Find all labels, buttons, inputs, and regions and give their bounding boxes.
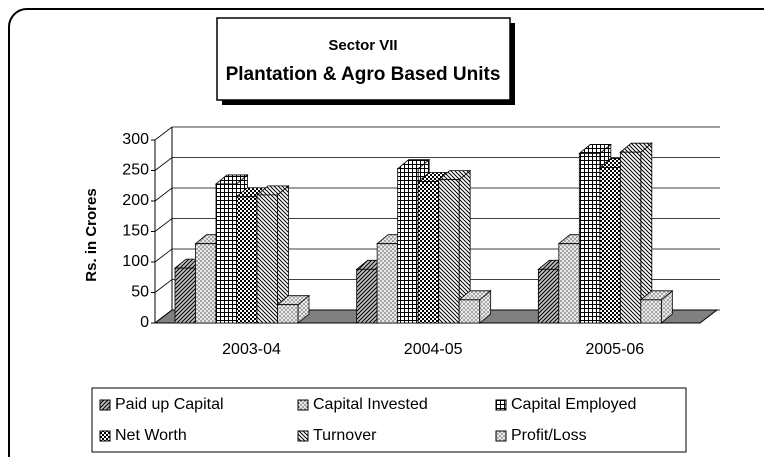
bar xyxy=(437,169,472,324)
bar-front xyxy=(397,168,419,324)
y-tick-label: 250 xyxy=(122,162,149,179)
bar-front xyxy=(599,167,621,324)
legend-label: Turnover xyxy=(313,427,377,444)
legend-swatch xyxy=(297,399,309,411)
bar-front xyxy=(417,181,440,324)
bar-front xyxy=(558,243,580,324)
legend-label: Paid up Capital xyxy=(115,396,224,413)
y-tick-label: 0 xyxy=(140,314,149,331)
x-tick-label: 2004-05 xyxy=(404,341,463,358)
legend-box xyxy=(91,387,687,453)
legend-swatch xyxy=(99,399,111,411)
legend-swatch xyxy=(99,430,111,442)
bar-front xyxy=(376,243,399,324)
legend-swatch xyxy=(495,430,507,442)
legend-label: Capital Employed xyxy=(511,396,636,413)
y-tick-label: 200 xyxy=(122,192,149,209)
y-tick-label: 100 xyxy=(122,253,149,270)
y-tick-label: 150 xyxy=(122,223,149,240)
title-box xyxy=(216,17,511,101)
bar-front xyxy=(619,151,642,324)
bar-front xyxy=(578,153,601,324)
bar-front xyxy=(438,179,460,324)
chart-title: Sector VII xyxy=(328,37,397,54)
y-tick-label: 300 xyxy=(122,131,149,148)
legend-label: Net Worth xyxy=(115,427,187,444)
bar xyxy=(276,294,311,324)
chart-subtitle: Plantation & Agro Based Units xyxy=(226,64,501,85)
x-tick-label: 2005-06 xyxy=(585,341,644,358)
bar-front xyxy=(215,183,237,324)
legend-swatch xyxy=(495,399,507,411)
y-tick-label: 50 xyxy=(131,284,149,301)
bar xyxy=(619,142,653,324)
legend-label: Capital Invested xyxy=(313,396,428,413)
bar xyxy=(255,185,290,324)
bar-front xyxy=(236,196,258,324)
bar-front xyxy=(640,299,662,324)
bar-front xyxy=(537,268,560,324)
bar-front xyxy=(256,194,278,324)
legend-swatch xyxy=(297,430,309,442)
x-tick-label: 2003-04 xyxy=(222,341,281,358)
frame xyxy=(8,8,764,462)
legend-label: Profit/Loss xyxy=(511,427,587,444)
bar xyxy=(458,289,492,324)
bar-front xyxy=(195,243,217,324)
bar-front xyxy=(174,267,196,324)
bar xyxy=(639,289,674,324)
bar-front xyxy=(458,299,481,324)
bar-front xyxy=(277,304,299,324)
bar-front xyxy=(356,268,378,324)
y-axis-label: Rs. in Crores xyxy=(83,188,100,281)
